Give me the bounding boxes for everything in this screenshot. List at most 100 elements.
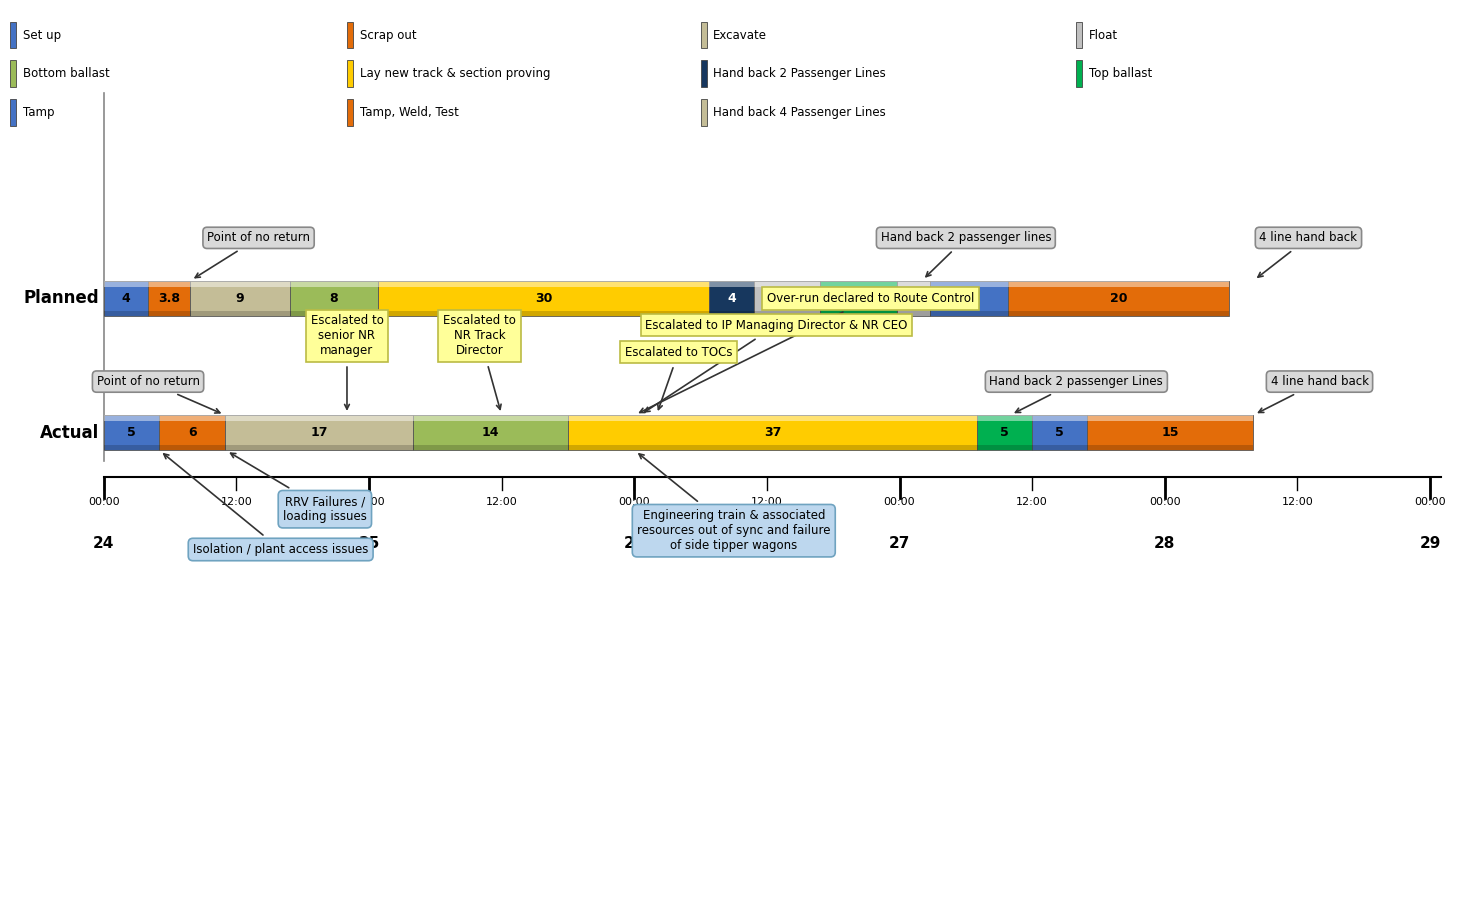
Text: 37: 37	[764, 426, 781, 439]
Bar	[820, 311, 898, 316]
Text: 12:00: 12:00	[220, 497, 253, 507]
Text: Escalated to
NR Track
Director: Escalated to NR Track Director	[443, 314, 515, 409]
Text: 4: 4	[727, 292, 736, 305]
Text: 6: 6	[783, 292, 792, 305]
Text: 5: 5	[127, 426, 136, 439]
Bar	[414, 445, 569, 450]
Text: Engineering train & associated
resources out of sync and failure
of side tipper : Engineering train & associated resources…	[637, 454, 830, 552]
Bar	[1032, 415, 1087, 450]
Bar	[289, 311, 378, 316]
Bar	[103, 311, 148, 316]
Text: 3.8: 3.8	[158, 292, 180, 305]
Bar	[1087, 445, 1252, 450]
Bar	[414, 415, 569, 422]
Bar	[931, 311, 1007, 316]
Text: 14: 14	[482, 426, 499, 439]
Bar	[378, 311, 709, 316]
Bar	[160, 445, 226, 450]
Bar	[289, 281, 378, 316]
Text: Point of no return: Point of no return	[96, 375, 220, 413]
Text: 7: 7	[854, 292, 863, 305]
Bar	[709, 281, 753, 287]
Bar	[820, 281, 898, 316]
Text: 15: 15	[1161, 426, 1179, 439]
Text: RRV Failures /
loading issues: RRV Failures / loading issues	[230, 453, 366, 523]
Bar	[709, 311, 753, 316]
Text: 00:00: 00:00	[1413, 497, 1446, 507]
Text: 4 line hand back: 4 line hand back	[1258, 375, 1369, 413]
Text: Hand back 2 passenger lines: Hand back 2 passenger lines	[880, 232, 1052, 277]
Bar	[347, 99, 353, 126]
Bar	[191, 311, 289, 316]
Bar	[1032, 415, 1087, 422]
Bar	[10, 22, 16, 49]
Bar	[569, 415, 976, 450]
Text: 12:00: 12:00	[1282, 497, 1313, 507]
Bar	[191, 281, 289, 287]
Bar	[103, 445, 160, 450]
Text: Hand back 2 passenger Lines: Hand back 2 passenger Lines	[990, 375, 1164, 413]
Text: Tamp, Weld, Test: Tamp, Weld, Test	[360, 106, 458, 119]
Text: 6: 6	[188, 426, 196, 439]
Text: 00:00: 00:00	[883, 497, 916, 507]
Bar	[191, 281, 289, 316]
Bar	[148, 311, 191, 316]
Bar	[700, 61, 706, 87]
Bar	[1077, 61, 1083, 87]
Text: Escalated to
senior NR
manager: Escalated to senior NR manager	[310, 314, 384, 409]
Text: 30: 30	[535, 292, 552, 305]
Text: 5: 5	[1056, 426, 1063, 439]
Text: 20: 20	[1109, 292, 1127, 305]
Text: 29: 29	[1419, 536, 1440, 551]
Text: Over-run declared to Route Control: Over-run declared to Route Control	[640, 292, 975, 413]
Bar	[700, 22, 706, 49]
Text: 3: 3	[910, 292, 919, 305]
Text: Isolation / plant access issues: Isolation / plant access issues	[164, 454, 368, 556]
Bar	[820, 281, 898, 287]
Bar	[1032, 445, 1087, 450]
Text: Point of no return: Point of no return	[195, 232, 310, 278]
Text: Excavate: Excavate	[713, 28, 768, 41]
Text: 17: 17	[310, 426, 328, 439]
Bar	[931, 281, 1007, 316]
Bar	[10, 61, 16, 87]
Bar	[226, 415, 414, 450]
Text: 12:00: 12:00	[486, 497, 517, 507]
Text: 9: 9	[235, 292, 244, 305]
Text: 7: 7	[964, 292, 973, 305]
Bar	[1007, 281, 1229, 316]
Bar	[103, 415, 160, 450]
Text: Float: Float	[1089, 28, 1118, 41]
Bar	[976, 415, 1032, 450]
Bar	[1087, 415, 1252, 422]
Text: 27: 27	[889, 536, 910, 551]
Text: Top ballast: Top ballast	[1089, 67, 1152, 80]
Bar	[569, 445, 976, 450]
Text: 24: 24	[93, 536, 115, 551]
Bar	[226, 415, 414, 422]
Text: Hand back 2 Passenger Lines: Hand back 2 Passenger Lines	[713, 67, 886, 80]
Bar	[1077, 22, 1083, 49]
Bar	[160, 415, 226, 450]
Text: 28: 28	[1154, 536, 1176, 551]
Text: Scrap out: Scrap out	[360, 28, 417, 41]
Bar	[160, 415, 226, 422]
Bar	[378, 281, 709, 316]
Bar	[931, 281, 1007, 287]
Bar	[709, 281, 753, 316]
Text: 00:00: 00:00	[619, 497, 650, 507]
Bar	[103, 281, 148, 316]
Text: 00:00: 00:00	[353, 497, 385, 507]
Bar	[1007, 281, 1229, 287]
Bar	[569, 415, 976, 422]
Bar	[148, 281, 191, 287]
Bar	[347, 61, 353, 87]
Bar	[753, 281, 820, 287]
Text: Actual: Actual	[40, 424, 99, 442]
Bar	[289, 281, 378, 287]
Text: 25: 25	[359, 536, 380, 551]
Text: 00:00: 00:00	[1149, 497, 1180, 507]
Text: Lay new track & section proving: Lay new track & section proving	[360, 67, 551, 80]
Text: Bottom ballast: Bottom ballast	[22, 67, 109, 80]
Text: Escalated to TOCs: Escalated to TOCs	[625, 346, 733, 410]
